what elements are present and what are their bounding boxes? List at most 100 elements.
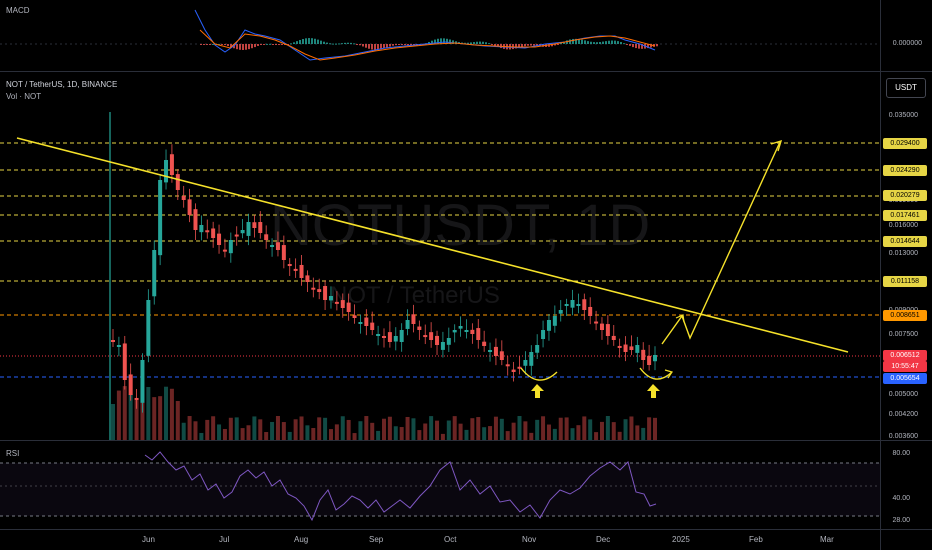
candle-body [240, 230, 245, 234]
candle-body [281, 245, 286, 260]
macd-histogram-bar [650, 44, 652, 48]
macd-histogram-bar [485, 42, 487, 44]
macd-histogram-bar [551, 44, 553, 47]
pane-separator[interactable] [0, 71, 932, 72]
macd-histogram-bar [290, 43, 292, 45]
candle-body [376, 334, 381, 336]
candle-body [116, 345, 121, 347]
volume-bar [641, 427, 646, 440]
macd-histogram-bar [488, 43, 490, 45]
rsi-tick-40: 40.00 [892, 495, 910, 502]
support-price-tag: 0.005654 [883, 373, 927, 384]
macd-histogram-bar [266, 43, 268, 45]
candle-body [275, 242, 280, 250]
time-label: Oct [444, 535, 457, 544]
volume-bar [193, 421, 198, 440]
candle-body [287, 264, 292, 267]
candle-body [199, 225, 204, 233]
macd-histogram-bar [548, 44, 550, 47]
volume-bar [446, 420, 451, 440]
macd-histogram-bar [380, 44, 382, 50]
candle-body [211, 228, 216, 238]
macd-histogram-bar [590, 41, 592, 44]
candle-body [617, 345, 622, 348]
macd-histogram-bar [410, 44, 412, 46]
macd-histogram-bar [443, 38, 445, 44]
candle-body [605, 324, 610, 336]
candle-body [111, 340, 115, 342]
candle-body [535, 345, 540, 353]
candle-body [217, 233, 222, 245]
volume-bar [529, 432, 534, 440]
volume-bar [576, 425, 581, 440]
current-price-tag: 0.006512 [883, 350, 927, 361]
candle-body [517, 366, 522, 369]
level-tag-2: 0.024290 [883, 165, 927, 176]
up-arrow-icon [531, 384, 544, 398]
macd-histogram-bar [623, 43, 625, 45]
candle-body [405, 320, 410, 329]
macd-histogram-bar [593, 42, 595, 44]
projection-arrowhead-small [675, 314, 685, 323]
macd-histogram-bar [308, 38, 310, 44]
candle-body [635, 345, 640, 353]
bottom-curve-right-arrow [664, 369, 673, 379]
level-tag-3: 0.020279 [883, 190, 927, 201]
watermark-pair: NOT / TetherUS [330, 282, 500, 309]
macd-histogram-bar [236, 44, 238, 50]
volume-bar [440, 433, 445, 440]
candle-body [552, 316, 557, 326]
candle-body [169, 154, 174, 175]
macd-histogram-bar [248, 44, 250, 50]
candle-body [411, 314, 416, 324]
macd-histogram-bar [371, 44, 373, 50]
candle-body [134, 397, 139, 400]
candle-body [222, 249, 227, 252]
macd-histogram-bar [245, 44, 247, 50]
pane-separator-rsi[interactable] [0, 440, 932, 441]
volume-bar [588, 419, 593, 440]
volume-bar [287, 431, 292, 440]
macd-histogram-bar [323, 41, 325, 44]
macd-histogram-bar [428, 41, 430, 44]
currency-button[interactable]: USDT [886, 78, 926, 98]
volume-bar [317, 417, 322, 440]
macd-histogram-bar [338, 43, 340, 45]
volume-bar [246, 425, 251, 440]
time-label: Sep [369, 535, 384, 544]
price-tick: 0.016000 [888, 222, 918, 229]
macd-histogram-bar [599, 42, 601, 44]
volume-bar [370, 422, 375, 440]
volume-bar [594, 432, 599, 440]
macd-histogram-bar [524, 44, 526, 47]
volume-bar [552, 428, 557, 440]
watermark-ticker: NOTUSDT, 1D [270, 193, 651, 258]
volume-bar [187, 416, 192, 440]
candle-body [446, 338, 451, 345]
macd-histogram-bar [203, 44, 205, 45]
level-tag-5: 0.014644 [883, 236, 927, 247]
macd-histogram-bar [620, 41, 622, 44]
macd-histogram-bar [560, 42, 562, 44]
macd-histogram-bar [296, 41, 298, 44]
candle-body [228, 240, 233, 254]
volume-bar [146, 387, 151, 440]
volume-bar [488, 426, 493, 440]
macd-histogram-bar [518, 44, 520, 48]
price-pane: NOT / TetherUS, 1D, BINANCE Vol · NOT NO… [0, 72, 932, 440]
macd-histogram-bar [515, 44, 517, 49]
rsi-title: RSI [6, 449, 20, 458]
volume-bar [541, 416, 546, 440]
volume-bar [240, 428, 245, 440]
candle-body [128, 374, 133, 395]
volume-bar [252, 416, 257, 440]
macd-histogram-bar [572, 38, 574, 44]
volume-bar [470, 418, 475, 440]
time-label: Jun [142, 535, 155, 544]
price-axis[interactable]: USDT [880, 72, 932, 440]
macd-histogram-bar [332, 43, 334, 45]
volume-bar [122, 386, 127, 440]
macd-histogram-bar [335, 43, 337, 45]
volume-bar [228, 417, 233, 440]
candle-body [653, 355, 657, 362]
